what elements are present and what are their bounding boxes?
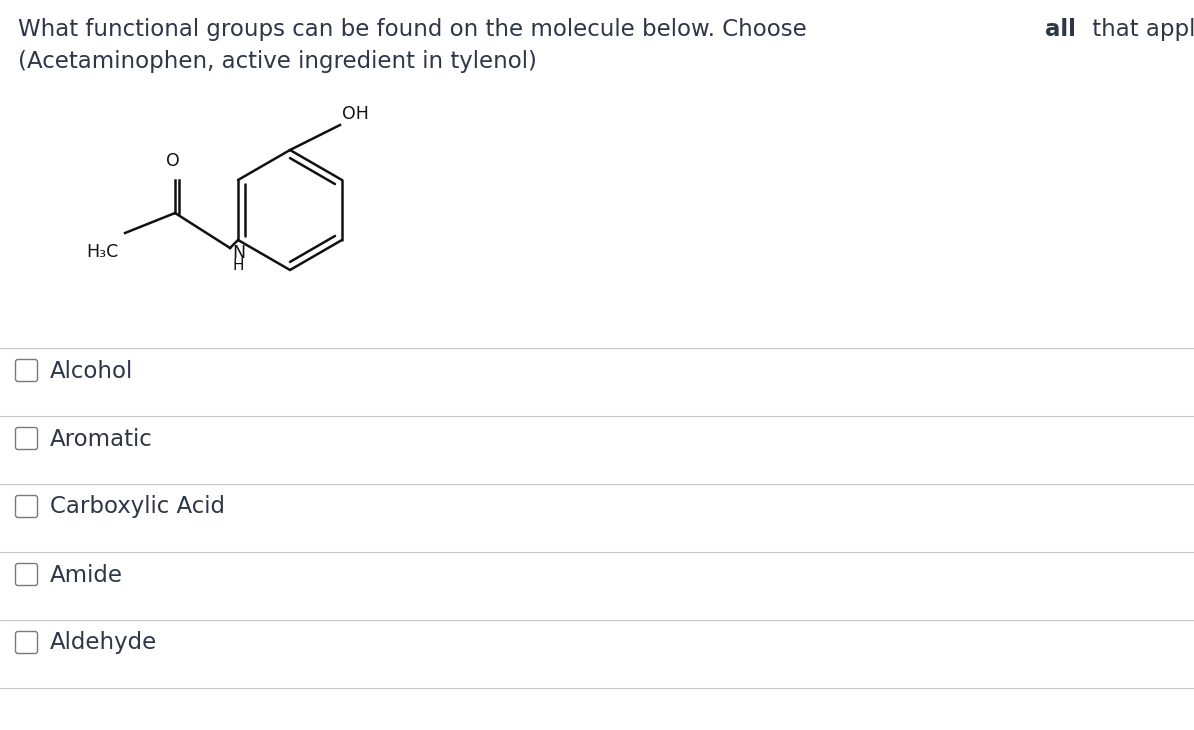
Text: O: O — [166, 152, 180, 170]
FancyBboxPatch shape — [16, 631, 37, 653]
Text: Aldehyde: Aldehyde — [50, 631, 158, 655]
Text: Amide: Amide — [50, 564, 123, 586]
Text: OH: OH — [341, 105, 369, 123]
Text: H: H — [232, 258, 244, 273]
Text: What functional groups can be found on the molecule below. Choose: What functional groups can be found on t… — [18, 18, 814, 41]
FancyBboxPatch shape — [16, 496, 37, 518]
FancyBboxPatch shape — [16, 428, 37, 450]
Text: all: all — [1045, 18, 1076, 41]
Text: Alcohol: Alcohol — [50, 359, 134, 383]
Text: Aromatic: Aromatic — [50, 428, 153, 450]
Text: (Acetaminophen, active ingredient in tylenol): (Acetaminophen, active ingredient in tyl… — [18, 50, 537, 73]
Text: N: N — [232, 244, 245, 262]
Text: Carboxylic Acid: Carboxylic Acid — [50, 496, 224, 518]
FancyBboxPatch shape — [16, 564, 37, 585]
FancyBboxPatch shape — [16, 359, 37, 382]
Text: that apply:: that apply: — [1085, 18, 1194, 41]
Text: H₃C: H₃C — [86, 243, 118, 261]
